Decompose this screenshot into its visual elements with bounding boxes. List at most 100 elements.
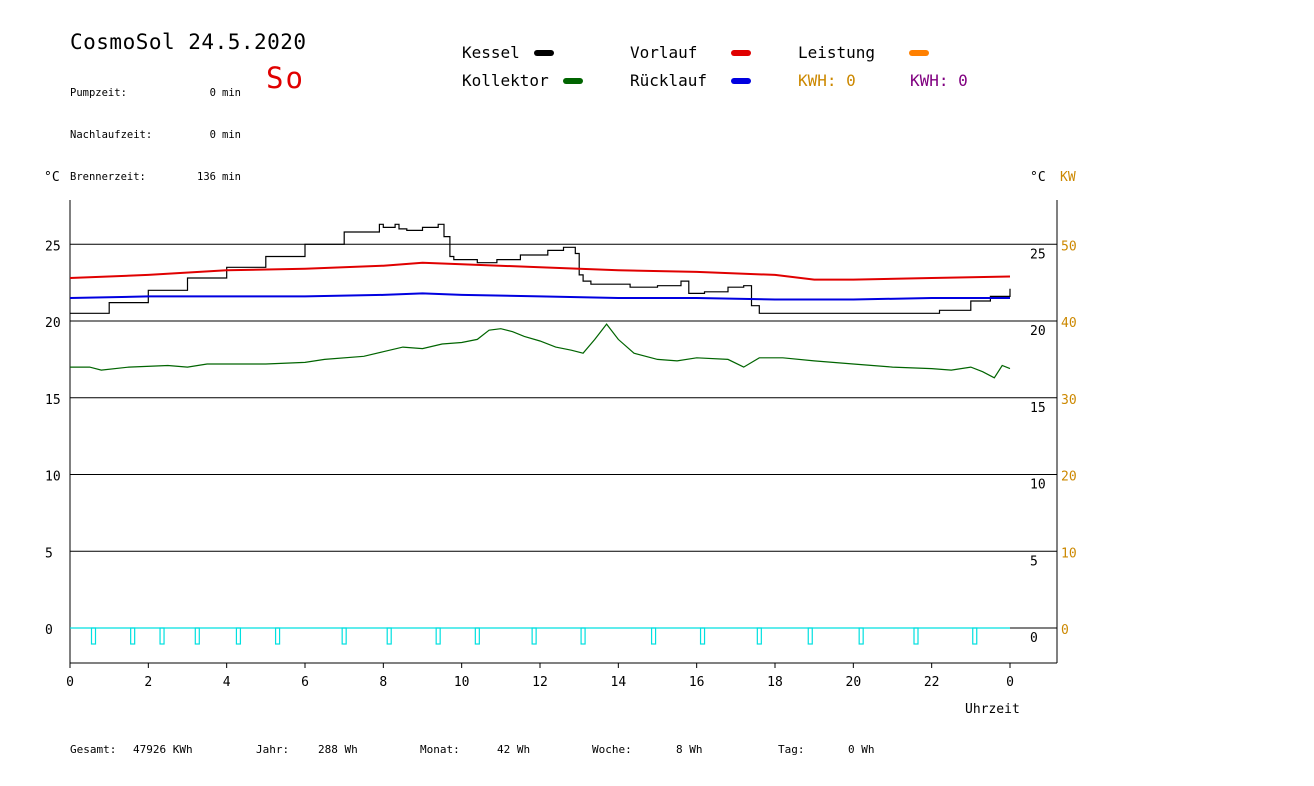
burner-pulse (274, 627, 281, 645)
kw-tick-label: 20 (1061, 470, 1077, 485)
y-tick-label-right: 20 (1030, 324, 1046, 339)
stat-label: Nachlaufzeit: (70, 129, 153, 141)
stat-pumpzeit: Pumpzeit: 0 min (70, 86, 241, 100)
legend-vorlauf: Vorlauf (630, 43, 752, 62)
kw-tick-label: 40 (1061, 316, 1077, 331)
kw-tick-label: 50 (1061, 239, 1077, 254)
footer-woche-value: 8 Wh (676, 743, 703, 756)
burner-pulse (435, 627, 441, 645)
burner-pulse (194, 627, 200, 645)
burner-pulse (699, 627, 706, 645)
legend-kessel: Kessel (462, 43, 554, 62)
legend-kwh-1: KWH: 0 (798, 71, 856, 90)
stat-unit: min (222, 87, 241, 99)
left-axis-unit: °C (44, 170, 60, 185)
stat-brennerzeit: Brennerzeit: 136 min (70, 170, 241, 184)
y-tick-label-left: 0 (45, 623, 53, 638)
burner-pulse (858, 627, 864, 645)
kw-tick-label: 10 (1061, 546, 1077, 561)
burner-pulse (913, 627, 919, 645)
y-tick-label-right: 10 (1030, 478, 1046, 493)
legend-ruecklauf: Rücklauf (630, 71, 752, 90)
legend-leistung: Leistung (798, 43, 930, 62)
burner-pulse (807, 627, 813, 645)
x-tick-label: 0 (1006, 675, 1014, 690)
burner-pulse (90, 627, 97, 645)
stat-label: Pumpzeit: (70, 87, 127, 99)
footer-jahr-label: Jahr: (256, 743, 290, 756)
burner-pulse (474, 627, 480, 645)
legend-swatch-icon (731, 77, 752, 84)
legend-label: Vorlauf (630, 43, 698, 62)
weekday-label: So (266, 61, 305, 95)
y-tick-label-left: 20 (45, 316, 61, 331)
footer-monat-value: 42 Wh (497, 743, 531, 756)
y-tick-label-right: 5 (1030, 554, 1038, 569)
burner-pulse (972, 627, 978, 645)
x-tick-label: 16 (689, 675, 705, 690)
stat-value: 136 (197, 171, 216, 183)
legend-label: Leistung (798, 43, 876, 62)
burner-pulse (650, 627, 657, 645)
stat-label: Brennerzeit: (70, 171, 146, 183)
y-tick-label-left: 5 (45, 546, 53, 561)
burner-pulse (386, 627, 392, 645)
burner-pulse (531, 627, 537, 645)
series-line-vorlauf (69, 261, 1011, 281)
legend-kollektor: Kollektor (462, 71, 583, 90)
footer-tag-value: 0 Wh (848, 743, 875, 756)
series-line-ruecklauf (69, 292, 1010, 301)
x-tick-label: 12 (532, 675, 548, 690)
footer-tag-label: Tag: (778, 743, 805, 756)
x-tick-label: 22 (924, 675, 940, 690)
legend-swatch-icon (533, 49, 554, 56)
legend-label: Kollektor (462, 71, 549, 90)
footer-gesamt-value: 47926 KWh (133, 743, 193, 756)
stat-value: 0 (209, 87, 216, 99)
legend-swatch-icon (731, 49, 752, 56)
legend-label: Kessel (462, 43, 520, 62)
x-tick-label: 18 (767, 675, 783, 690)
burner-pulse (235, 627, 242, 645)
kw-tick-label: 0 (1061, 623, 1069, 638)
legend-swatch-icon (562, 77, 583, 84)
burner-pulse (580, 627, 586, 645)
stat-unit: min (222, 129, 241, 141)
x-tick-label: 6 (301, 675, 309, 690)
y-tick-label-left: 15 (45, 393, 61, 408)
x-tick-label: 2 (144, 675, 152, 690)
x-tick-label: 20 (846, 675, 862, 690)
legend-label: Rücklauf (630, 71, 708, 90)
stat-nachlaufzeit: Nachlaufzeit: 0 min (70, 128, 241, 142)
burner-pulse (756, 627, 762, 645)
x-tick-label: 0 (66, 675, 74, 690)
series-line-kessel (70, 223, 1011, 314)
y-tick-label-right: 0 (1030, 631, 1038, 646)
x-tick-label: 14 (611, 675, 627, 690)
stat-unit: min (222, 171, 241, 183)
y-tick-label-left: 10 (45, 470, 61, 485)
x-tick-label: 4 (223, 675, 231, 690)
x-tick-label: 10 (454, 675, 470, 690)
legend-swatch-icon (909, 49, 930, 56)
x-axis-label: Uhrzeit (965, 702, 1020, 717)
footer-jahr-value: 288 Wh (318, 743, 358, 756)
right-axis-unit: °C (1030, 170, 1046, 185)
x-tick-label: 8 (379, 675, 387, 690)
burner-pulse (341, 627, 347, 645)
footer-gesamt-label: Gesamt: (70, 743, 117, 756)
y-tick-label-left: 25 (45, 239, 61, 254)
y-tick-label-right: 15 (1030, 401, 1046, 416)
footer-monat-label: Monat: (420, 743, 460, 756)
chart-title: CosmoSol 24.5.2020 (70, 30, 307, 54)
kw-tick-label: 30 (1061, 393, 1077, 408)
burner-pulse (130, 627, 136, 645)
burner-pulse (159, 627, 165, 645)
y-tick-label-right: 25 (1030, 247, 1046, 262)
footer-woche-label: Woche: (592, 743, 632, 756)
kw-axis-unit: KW (1060, 170, 1076, 185)
runtime-stats: Pumpzeit: 0 min Nachlaufzeit: 0 min Brennerz… (70, 58, 241, 198)
stat-value: 0 (209, 129, 216, 141)
series-line-kollektor (70, 323, 1011, 379)
